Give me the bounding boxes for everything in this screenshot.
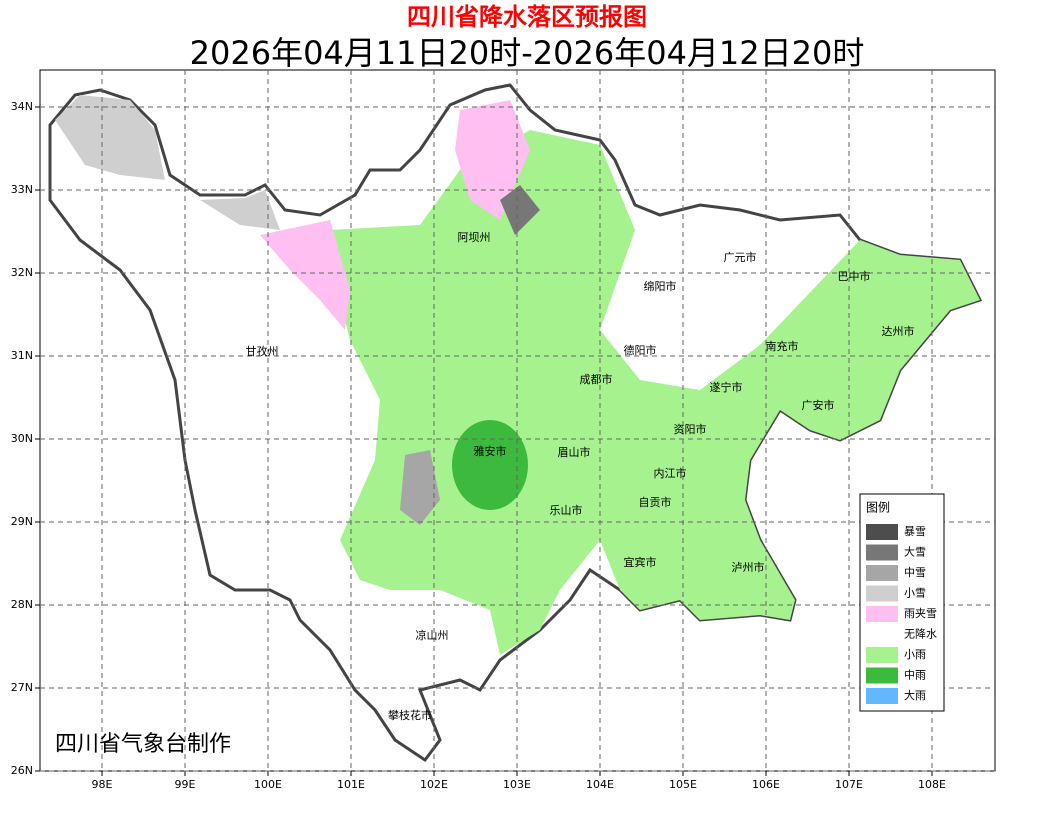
light-snow-area [55, 95, 165, 180]
city-label: 巴中市 [838, 269, 871, 283]
city-label: 凉山州 [416, 628, 449, 642]
snow-area [500, 185, 540, 235]
city-label: 乐山市 [550, 503, 583, 517]
lat-tick-label: 28N [11, 598, 33, 611]
moderate-rain-area [452, 420, 528, 510]
legend-label: 无降水 [904, 627, 937, 641]
city-label: 攀枝花市 [388, 708, 432, 722]
lon-tick-label: 103E [503, 778, 531, 791]
city-label: 成都市 [580, 372, 613, 386]
legend-label: 小雪 [904, 587, 926, 600]
lon-tick-label: 100E [254, 778, 282, 791]
lat-tick-label: 31N [11, 349, 33, 362]
legend-swatch [866, 565, 898, 581]
legend-label: 暴雪 [904, 525, 926, 538]
lon-tick-label: 105E [669, 778, 697, 791]
lat-tick-label: 30N [11, 432, 33, 445]
city-label: 泸州市 [732, 560, 765, 574]
city-label: 阿坝州 [458, 230, 491, 244]
city-label: 甘孜州 [246, 344, 279, 358]
city-label: 眉山市 [558, 445, 591, 459]
legend-swatch [866, 626, 898, 643]
legend-swatch [866, 524, 898, 540]
sleet-area [260, 220, 350, 330]
city-label: 自贡市 [639, 495, 672, 509]
legend-label: 中雪 [904, 566, 926, 579]
lat-tick-label: 32N [11, 266, 33, 279]
legend-title: 图例 [866, 501, 890, 515]
lat-tick-label: 34N [11, 100, 33, 113]
city-label: 内江市 [654, 466, 687, 480]
city-label: 宜宾市 [624, 555, 657, 569]
city-label: 绵阳市 [644, 279, 677, 293]
legend-swatch [866, 544, 898, 561]
lon-tick-label: 102E [420, 778, 448, 791]
legend-swatch [866, 606, 898, 622]
light-rain-area [330, 130, 980, 655]
lat-tick-label: 29N [11, 515, 33, 528]
lon-tick-label: 106E [752, 778, 780, 791]
legend-label: 大雪 [904, 545, 926, 559]
city-label: 德阳市 [624, 343, 657, 357]
legend-label: 大雨 [904, 688, 926, 702]
lon-tick-label: 108E [918, 778, 946, 791]
light-snow-area [200, 190, 280, 230]
city-label: 南充市 [766, 339, 799, 353]
graticule: 98E 99E 100E 101E 102E 103E 104E 105E 106E 107E 10… [11, 70, 995, 791]
city-label: 资阳市 [674, 422, 707, 436]
province [48, 83, 983, 763]
legend-label: 雨夹雪 [904, 607, 937, 620]
title: 四川省降水落区预报图 [407, 3, 647, 31]
credit: 四川省气象台制作 [55, 732, 231, 757]
legend-label: 小雨 [904, 648, 926, 661]
city-label: 广安市 [802, 398, 835, 412]
legend-swatch [866, 667, 898, 684]
lat-tick-label: 33N [11, 183, 33, 196]
city-label: 广元市 [724, 250, 757, 264]
lat-tick-label: 27N [11, 681, 33, 694]
snow-area [400, 450, 440, 525]
legend-swatch [866, 585, 898, 602]
legend-label: 中雨 [904, 669, 926, 682]
lon-tick-label: 107E [835, 778, 863, 791]
lon-tick-label: 101E [337, 778, 365, 791]
subtitle: 2026年04月11日20时-2026年04月12日20时 [190, 34, 865, 72]
lon-tick-label: 98E [92, 778, 113, 791]
city-label: 遂宁市 [710, 380, 743, 394]
lon-tick-label: 99E [175, 778, 196, 791]
legend-swatch [866, 647, 898, 663]
lon-tick-label: 104E [586, 778, 614, 791]
city-label: 雅安市 [474, 444, 507, 458]
city-label: 达州市 [882, 324, 915, 338]
legend-swatch [866, 688, 898, 704]
lat-tick-label: 26N [11, 764, 33, 777]
